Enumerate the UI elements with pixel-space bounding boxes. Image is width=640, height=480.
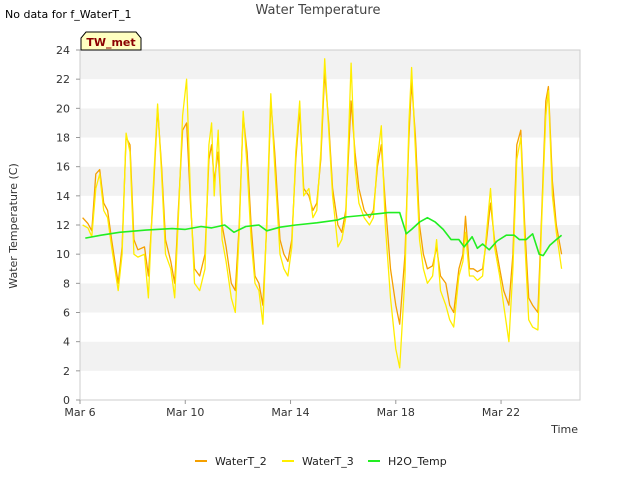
y-tick-label: 4 [63,336,70,349]
y-tick-label: 18 [56,132,70,145]
x-tick-label: Mar 18 [377,406,415,419]
y-tick-label: 16 [56,161,70,174]
grid-band [80,312,580,342]
y-tick-label: 24 [56,44,70,57]
y-tick-label: 20 [56,102,70,115]
y-tick-label: 8 [63,277,70,290]
y-axis-label: Water Temperature (C) [7,163,20,288]
grid-band [80,370,580,400]
legend-label: WaterT_2 [215,455,267,468]
grid-band [80,254,580,284]
x-tick-label: Mar 6 [64,406,95,419]
no-data-notice: No data for f_WaterT_1 [5,8,132,21]
x-tick-label: Mar 14 [271,406,309,419]
series-line-watert-3 [82,58,563,369]
y-tick-label: 6 [63,307,70,320]
y-tick-label: 10 [56,248,70,261]
plot-background [80,50,580,400]
legend-label: H2O_Temp [388,455,447,468]
y-tick-label: 0 [63,394,70,407]
y-tick-label: 12 [56,219,70,232]
tw-met-badge: TW_met [80,31,142,51]
grid-band [80,108,580,138]
grid-band [80,341,580,371]
x-axis-label: Time [550,423,578,436]
series-lines [82,58,563,369]
x-tick-label: Mar 10 [166,406,204,419]
series-line-h2o-temp [85,211,563,257]
y-tick-label: 2 [63,365,70,378]
grid-band [80,283,580,313]
legend-label: WaterT_3 [302,455,354,468]
badge-shape [80,31,142,51]
y-tick-label: 22 [56,73,70,86]
x-tick-label: Mar 22 [482,406,520,419]
grid-band [80,79,580,109]
legend: WaterT_2 WaterT_3 H2O_Temp [195,455,447,468]
grid-band [80,50,580,80]
chart-title: Water Temperature [256,3,381,18]
x-axis: Mar 6 Mar 10 Mar 14 Mar 18 Mar 22 [64,400,520,419]
badge-label: TW_met [86,36,135,49]
y-tick-label: 14 [56,190,70,203]
